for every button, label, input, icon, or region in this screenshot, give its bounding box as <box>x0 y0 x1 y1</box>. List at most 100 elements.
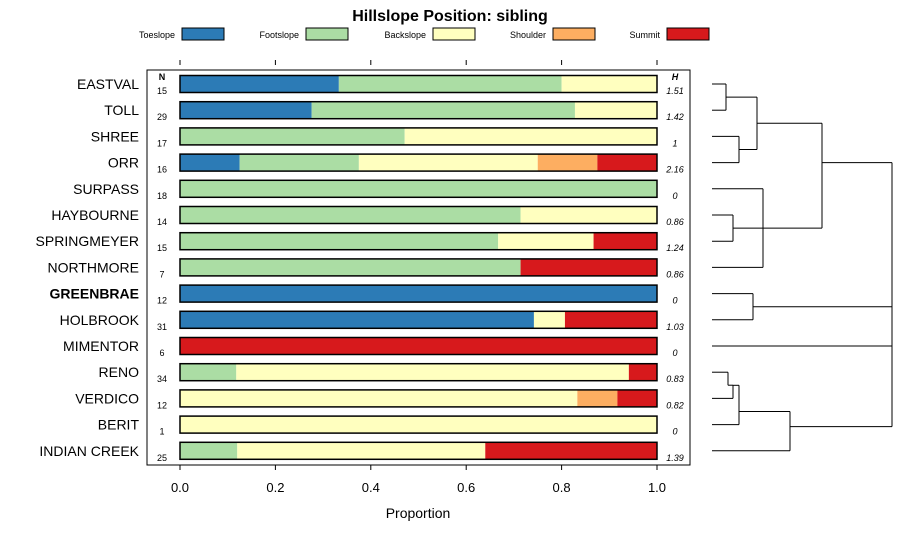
legend-swatch <box>666 27 710 41</box>
bar-segment <box>593 232 657 250</box>
bar-outline <box>179 127 658 146</box>
bar-outline <box>179 362 658 382</box>
row-label: SPRINGMEYER <box>36 233 139 249</box>
bar-segment <box>180 75 339 93</box>
legend-swatch <box>305 27 349 41</box>
bar-segment <box>574 101 657 119</box>
row-h-value: 1.39 <box>666 453 684 463</box>
bar-segment <box>180 389 578 407</box>
bar-segment <box>498 232 594 250</box>
bar-segment <box>338 75 562 93</box>
x-tick-label: 0.8 <box>553 480 571 495</box>
bar-segment <box>520 206 657 224</box>
chart-title: Hillslope Position: sibling <box>352 8 548 25</box>
row-h-value: 0 <box>672 191 677 201</box>
legend-label: Shoulder <box>510 30 546 40</box>
row-h-value: 0.82 <box>666 400 684 410</box>
bar-outline <box>179 310 658 330</box>
bar-segment <box>537 154 598 172</box>
row-n-value: 16 <box>157 165 167 175</box>
row-n-value: 17 <box>157 138 167 148</box>
bar-segment <box>404 127 657 145</box>
row-h-value: 0.86 <box>666 217 684 227</box>
bar-outline <box>179 205 658 225</box>
dendrogram <box>712 83 893 452</box>
bar-segment <box>577 389 618 407</box>
bar-segment <box>520 258 657 276</box>
bar-segment <box>237 442 486 460</box>
bar-segment <box>180 127 405 145</box>
bar-segment <box>628 363 657 381</box>
bar-outline <box>179 153 658 172</box>
row-h-value: 1.51 <box>666 86 684 96</box>
bar-segment <box>358 154 538 172</box>
row-n-value: 29 <box>157 112 167 122</box>
row-n-value: 34 <box>157 374 167 384</box>
row-label: MIMENTOR <box>63 338 139 354</box>
legend-swatch <box>432 27 476 41</box>
legend-label: Footslope <box>259 30 299 40</box>
bar-segment <box>180 101 312 119</box>
bar-outline <box>179 258 658 277</box>
row-label: GREENBRAE <box>50 286 139 302</box>
row-label: HOLBROOK <box>60 312 140 328</box>
x-axis: 0.0 0.2 0.4 0.6 0.8 1.0 <box>171 60 666 495</box>
legend-label: Toeslope <box>139 30 175 40</box>
legend: Toeslope Footslope Backslope Shoulder Summit <box>139 27 710 41</box>
bar-segment <box>597 154 657 172</box>
row-h-value: 0 <box>672 296 677 306</box>
bar-segment <box>180 311 534 329</box>
h-column-header: H <box>672 72 679 82</box>
bar-segment <box>180 285 657 303</box>
row-label: INDIAN CREEK <box>39 443 139 459</box>
row-label: VERDICO <box>75 390 139 406</box>
bar-segment <box>180 154 240 172</box>
bar-segment <box>236 363 629 381</box>
row-n-value: 12 <box>157 296 167 306</box>
bar-outline <box>179 284 658 303</box>
bar-segment <box>180 416 657 434</box>
bar-segment <box>180 180 657 198</box>
row-h-value: 2.16 <box>665 165 684 175</box>
row-h-value: 0.86 <box>666 269 684 279</box>
row-n-value: 6 <box>159 348 164 358</box>
bar-segment <box>180 258 521 276</box>
row-label: HAYBOURNE <box>51 207 139 223</box>
row-h-value: 0 <box>672 427 677 437</box>
row-h-value: 0.83 <box>666 374 684 384</box>
bar-segment <box>239 154 359 172</box>
bar-segment <box>617 389 657 407</box>
x-tick-label: 0.6 <box>457 480 475 495</box>
row-n-value: 7 <box>159 269 164 279</box>
x-tick-label: 0.4 <box>362 480 380 495</box>
row-n-value: 12 <box>157 400 167 410</box>
row-n-value: 15 <box>157 86 167 96</box>
row-n-value: 15 <box>157 243 167 253</box>
bar-segment <box>180 442 238 460</box>
row-label: SHREE <box>91 128 139 144</box>
row-h-value: 1.42 <box>666 112 684 122</box>
bar-outline <box>179 231 658 251</box>
bar-segment <box>485 442 657 460</box>
legend-swatch <box>552 27 596 41</box>
x-tick-label: 0.2 <box>266 480 284 495</box>
row-h-value: 0 <box>672 348 677 358</box>
row-n-value: 18 <box>157 191 167 201</box>
legend-label: Summit <box>629 30 660 40</box>
bar-segment <box>180 232 499 250</box>
row-label: EASTVAL <box>77 76 139 92</box>
bar-segment <box>180 363 237 381</box>
row-label: RENO <box>99 364 140 380</box>
row-label: NORTHMORE <box>47 259 139 275</box>
bar-outline <box>179 100 658 120</box>
row-label: ORR <box>108 155 139 171</box>
row-h-value: 1.24 <box>666 243 684 253</box>
bar-segment <box>533 311 565 329</box>
bar-outline <box>179 415 658 434</box>
bar-outline <box>179 74 658 94</box>
row-label: BERIT <box>98 417 140 433</box>
row-label: SURPASS <box>73 181 139 197</box>
bar-segment <box>564 311 657 329</box>
legend-swatch <box>181 27 225 41</box>
